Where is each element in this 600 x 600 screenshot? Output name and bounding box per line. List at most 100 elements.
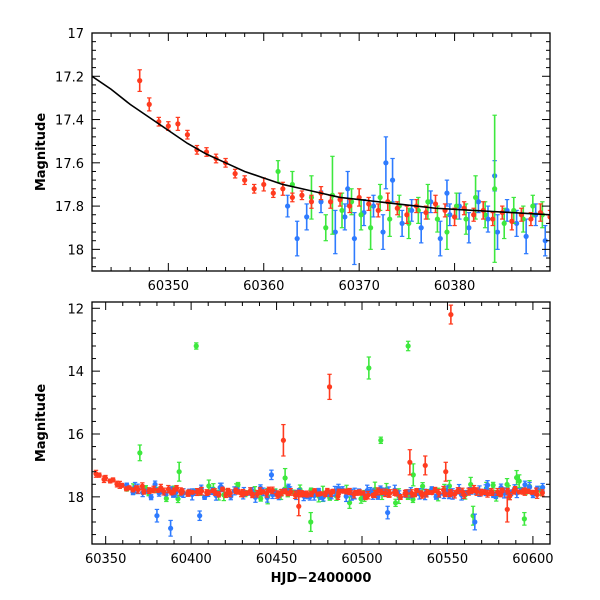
- outlier-point: [137, 450, 143, 456]
- data-point: [539, 490, 545, 496]
- data-point: [442, 491, 448, 497]
- outlier-point: [407, 459, 413, 465]
- data-point: [339, 207, 345, 214]
- data-point: [509, 218, 515, 224]
- data-point: [318, 199, 324, 205]
- data-point: [269, 487, 276, 493]
- data-point: [514, 220, 520, 226]
- y-tick-label: 18: [67, 491, 84, 506]
- data-point: [330, 488, 336, 494]
- data-point: [498, 491, 504, 498]
- x-tick-label: 60550: [427, 552, 468, 567]
- x-tick-label: 60370: [338, 279, 379, 294]
- data-point: [184, 132, 191, 138]
- data-point: [175, 121, 181, 127]
- data-point: [540, 484, 546, 490]
- y-tick-label: 18: [67, 243, 84, 258]
- outlier-point: [405, 343, 411, 349]
- data-point: [137, 78, 143, 84]
- data-point: [461, 492, 467, 498]
- data-point: [437, 235, 443, 242]
- data-point: [151, 486, 157, 493]
- data-point: [96, 472, 102, 478]
- y-tick-label: 12: [67, 302, 84, 317]
- data-point: [409, 207, 415, 214]
- y-axis-label: Magnitude: [34, 113, 49, 192]
- data-point: [485, 216, 491, 222]
- outlier-point: [378, 437, 384, 443]
- outlier-point: [385, 509, 391, 516]
- y-tick-label: 17.4: [55, 114, 84, 129]
- x-tick-label: 60380: [434, 279, 475, 294]
- outlier-point: [422, 462, 428, 469]
- x-tick-label: 60360: [243, 279, 284, 294]
- outlier-point: [280, 437, 287, 443]
- data-point: [392, 500, 399, 506]
- data-point: [304, 491, 310, 497]
- data-point: [216, 491, 222, 497]
- x-tick-label: 60350: [148, 279, 189, 294]
- data-point: [512, 486, 518, 492]
- x-tick-label: 60600: [512, 552, 553, 567]
- data-point: [403, 490, 409, 496]
- outlier-point: [472, 519, 478, 525]
- data-point: [412, 492, 418, 498]
- y-tick-label: 17.6: [55, 157, 84, 172]
- data-point: [397, 494, 404, 500]
- data-point: [444, 229, 450, 235]
- data-point: [323, 225, 329, 231]
- data-point: [280, 186, 286, 192]
- data-point: [135, 487, 141, 493]
- data-point: [141, 488, 147, 495]
- data-point: [530, 203, 536, 209]
- data-point: [387, 216, 393, 222]
- data-point: [387, 490, 393, 496]
- data-point: [394, 205, 400, 211]
- data-point: [522, 482, 528, 488]
- data-point: [285, 203, 291, 209]
- data-point: [529, 489, 535, 495]
- data-point: [434, 216, 441, 222]
- data-point: [189, 489, 195, 495]
- data-point: [419, 492, 425, 498]
- outlier-point: [282, 475, 288, 481]
- plot-frame: [91, 301, 551, 545]
- data-point: [232, 171, 238, 177]
- data-point: [419, 483, 426, 489]
- data-point: [501, 220, 507, 226]
- data-point: [526, 484, 533, 490]
- plot-frame: [91, 32, 551, 272]
- data-point: [383, 160, 389, 166]
- outlier-point: [168, 525, 174, 531]
- data-point: [423, 209, 429, 216]
- data-point: [389, 177, 396, 183]
- data-point: [463, 216, 469, 222]
- y-tick-label: 17.2: [55, 70, 84, 85]
- data-point: [446, 483, 453, 489]
- data-point: [377, 194, 383, 201]
- data-point: [523, 233, 529, 239]
- data-point: [294, 235, 300, 242]
- data-point: [163, 495, 169, 502]
- data-point: [489, 490, 495, 496]
- data-point: [466, 225, 472, 231]
- data-point: [336, 489, 342, 495]
- data-point: [471, 212, 477, 218]
- data-point: [173, 485, 180, 491]
- data-point: [299, 192, 305, 198]
- data-point: [220, 486, 226, 492]
- y-tick-label: 16: [67, 428, 84, 443]
- data-point: [393, 490, 399, 496]
- outlier-point: [193, 343, 199, 349]
- x-tick-label: 60500: [341, 552, 382, 567]
- outlier-point: [366, 365, 372, 371]
- data-point: [365, 492, 371, 498]
- data-point: [275, 168, 281, 175]
- data-point: [289, 194, 295, 201]
- data-point: [511, 207, 517, 214]
- data-point: [447, 489, 454, 496]
- y-tick-label: 17.8: [55, 200, 84, 215]
- data-point: [345, 186, 351, 192]
- data-point: [375, 207, 381, 214]
- y-tick-label: 17: [67, 27, 84, 42]
